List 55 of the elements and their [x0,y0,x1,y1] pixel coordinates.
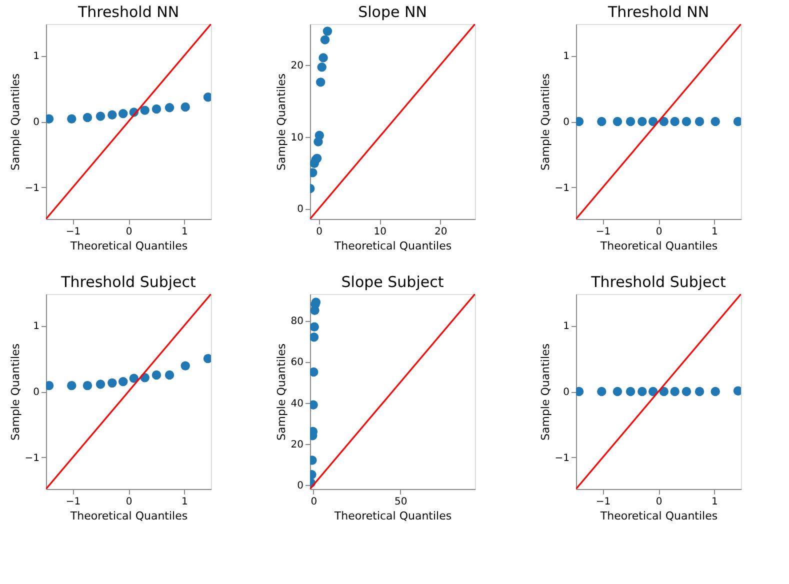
y-tick-label: −1 [554,452,570,464]
x-tick-label: 20 [434,226,448,238]
y-tick-label: 80 [290,316,304,328]
y-tick-label: 0 [563,117,570,128]
x-tick-label: −1 [66,226,81,238]
y-tick-label: 0 [33,387,40,398]
x-axis-title: Theoretical Quantiles [333,240,452,252]
y-tick-label: 20 [290,60,304,72]
y-tick-label: 0 [297,204,304,216]
x-tick-label: 0 [656,226,662,238]
x-tick-label: 0 [316,226,322,238]
x-tick-label: −1 [596,496,611,508]
chart-title: Slope NN [358,3,427,21]
x-tick-label: 0 [656,496,662,508]
x-tick-label: 1 [182,226,188,238]
y-tick-label: 1 [33,51,40,62]
y-tick-label: −1 [24,452,40,464]
x-tick-label: 50 [394,496,408,508]
y-tick-label: 20 [290,439,304,450]
y-tick-label: 60 [290,357,304,368]
chart-title: Slope Subject [341,273,444,291]
y-axis-title: Sample Quantiles [538,73,552,171]
x-tick-label: −1 [596,226,611,238]
x-axis-title: Theoretical Quantiles [333,510,452,522]
x-axis-title: Theoretical Quantiles [599,240,718,252]
x-axis-title: Theoretical Quantiles [599,510,718,522]
x-tick-label: 1 [712,496,718,508]
x-tick-label: 1 [712,226,718,238]
y-tick-label: 40 [290,398,304,410]
x-axis-title: Theoretical Quantiles [69,510,188,522]
chart-title: Threshold Subject [60,273,196,291]
x-tick-label: 0 [126,496,132,508]
y-tick-label: 10 [290,132,304,144]
y-tick-label: −1 [24,182,40,194]
x-tick-label: 1 [182,496,188,508]
y-tick-label: −1 [554,182,570,194]
chart-title: Threshold NN [606,3,710,21]
y-axis-title: Sample Quantiles [8,73,22,171]
y-tick-label: 0 [297,480,304,492]
x-tick-label: 0 [310,496,318,508]
y-tick-label: 0 [563,387,570,398]
x-tick-label: 10 [374,226,386,238]
chart-title: Threshold Subject [590,273,726,291]
x-tick-label: −1 [66,496,81,508]
y-axis-title: Sample Quantiles [274,343,288,441]
y-axis-title: Sample Quantiles [274,73,288,171]
y-tick-label: 1 [33,321,40,332]
y-tick-label: 0 [33,117,40,128]
x-axis-title: Theoretical Quantiles [69,240,188,252]
y-axis-title: Sample Quantiles [538,343,552,441]
y-tick-label: 1 [563,51,570,62]
chart-title: Threshold NN [76,3,180,21]
y-axis-title: Sample Quantiles [8,343,22,441]
y-tick-label: 1 [563,321,570,332]
x-tick-label: 0 [126,226,132,238]
